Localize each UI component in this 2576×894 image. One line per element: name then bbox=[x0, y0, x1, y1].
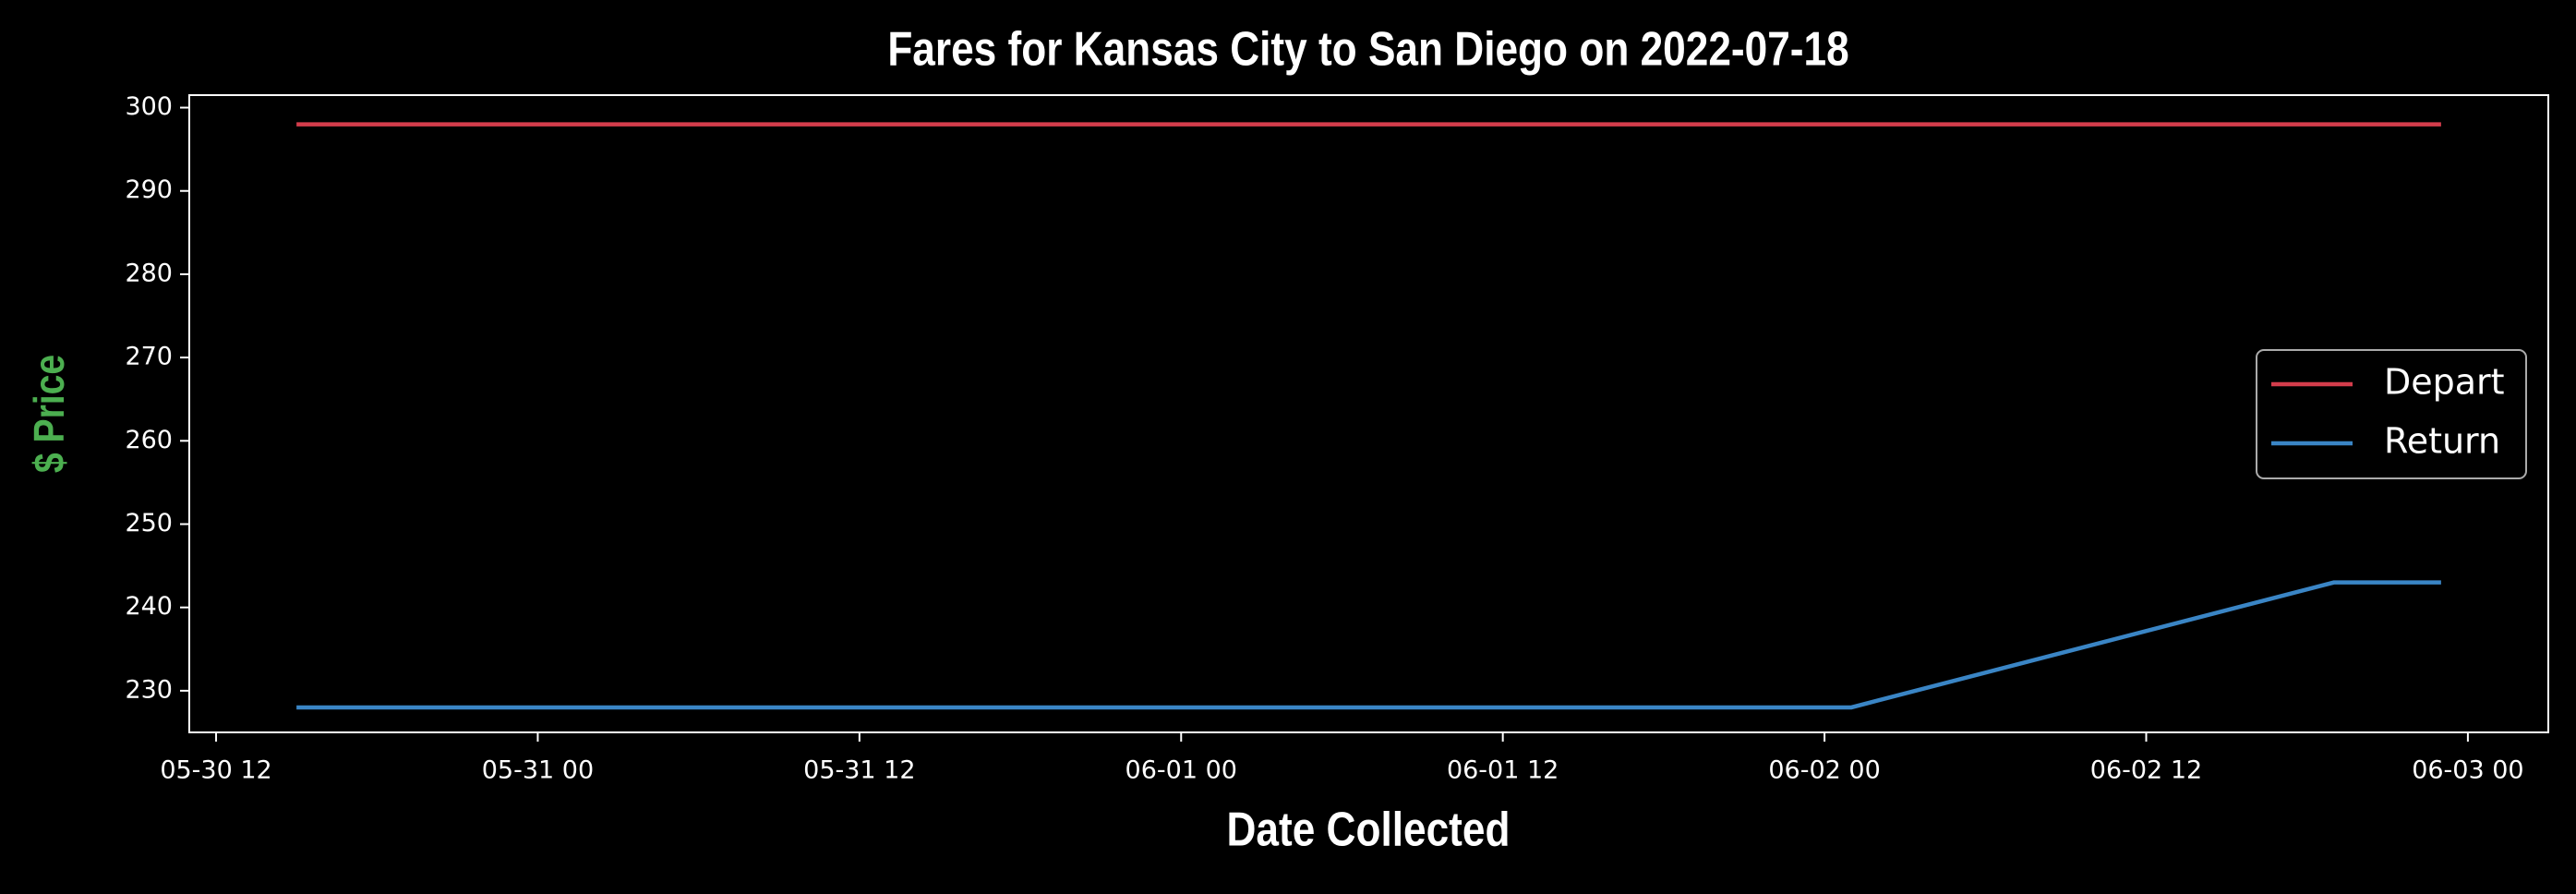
y-axis-label: $ Price bbox=[26, 355, 74, 473]
legend-label: Return bbox=[2384, 421, 2500, 462]
y-tick-label: 250 bbox=[125, 509, 173, 538]
x-tick-label: 05-31 12 bbox=[803, 756, 915, 785]
x-tick-label: 06-02 12 bbox=[2090, 756, 2202, 785]
x-tick-label: 06-01 12 bbox=[1447, 756, 1559, 785]
legend: Depart Return bbox=[2256, 349, 2527, 479]
x-axis-label: Date Collected bbox=[1227, 803, 1511, 856]
y-tick-label: 300 bbox=[125, 92, 173, 121]
legend-label: Depart bbox=[2384, 362, 2505, 403]
y-tick-label: 230 bbox=[125, 675, 173, 704]
chart-title: Fares for Kansas City to San Diego on 20… bbox=[887, 22, 1848, 76]
y-tick-label: 260 bbox=[125, 426, 173, 454]
y-tick-label: 240 bbox=[125, 592, 173, 621]
plot-frame bbox=[188, 94, 2549, 733]
x-tick-label: 05-30 12 bbox=[160, 756, 271, 785]
y-tick-label: 280 bbox=[125, 259, 173, 287]
y-tick-label: 290 bbox=[125, 175, 173, 204]
x-tick-label: 06-03 00 bbox=[2412, 756, 2523, 785]
y-tick-label: 270 bbox=[125, 343, 173, 371]
x-tick-label: 06-01 00 bbox=[1125, 756, 1237, 785]
x-tick-label: 05-31 00 bbox=[482, 756, 594, 785]
x-tick-label: 06-02 00 bbox=[1768, 756, 1880, 785]
series-line bbox=[296, 580, 2441, 710]
